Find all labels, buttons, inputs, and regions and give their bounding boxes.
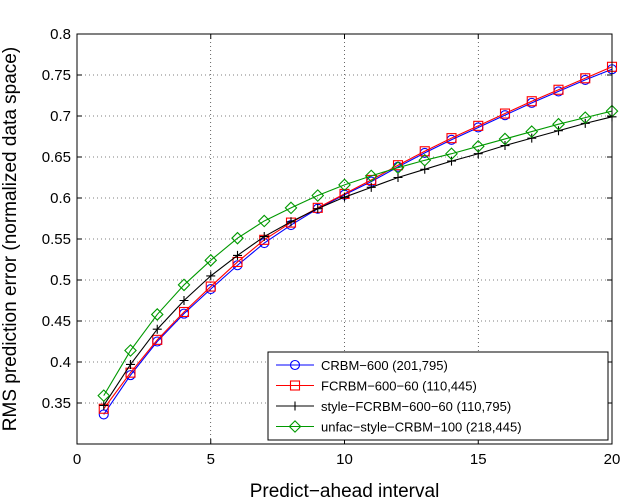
data-point	[126, 359, 135, 369]
data-point	[578, 111, 592, 125]
grid	[77, 34, 612, 444]
x-tick-label: 15	[470, 451, 487, 468]
data-point	[391, 161, 405, 175]
data-point	[473, 120, 484, 131]
series-layer	[97, 61, 619, 420]
data-point	[447, 156, 456, 166]
y-tick-label: 0.8	[50, 26, 71, 43]
y-tick-label: 0.45	[42, 313, 71, 330]
data-point	[206, 271, 216, 281]
y-tick-label: 0.4	[50, 354, 71, 371]
legend-label: unfac−style−CRBM−100 (218,445)	[321, 420, 522, 435]
data-point	[259, 232, 269, 242]
data-point	[284, 201, 298, 215]
data-point	[446, 133, 457, 144]
data-point	[152, 334, 163, 345]
x-tick-label: 20	[604, 451, 621, 468]
ticks: 0 5 10 15 20 0.35 0.4 0.45 0.5 0.55 0.6 0.65 0.7 0.75…	[42, 26, 621, 468]
data-point	[499, 108, 511, 119]
x-tick-label: 5	[207, 451, 215, 468]
legend-marker	[289, 380, 301, 391]
data-point	[313, 204, 323, 214]
legend-entry: style−FCRBM−600−60 (110,795)	[276, 399, 511, 414]
legend-box	[267, 351, 609, 441]
data-point	[498, 132, 512, 146]
data-point	[152, 324, 162, 334]
data-point	[526, 96, 537, 107]
data-point	[553, 84, 564, 95]
data-point	[150, 308, 164, 321]
legend-label: style−FCRBM−600−60 (110,795)	[321, 399, 511, 414]
data-point	[392, 160, 404, 171]
y-tick-label: 0.55	[42, 231, 71, 248]
data-point	[233, 250, 242, 260]
legend-entry: CRBM−600 (201,795)	[276, 358, 448, 373]
y-tick-label: 0.35	[42, 395, 71, 412]
data-point	[97, 389, 111, 403]
y-tick-label: 0.5	[50, 272, 71, 289]
data-point	[393, 173, 403, 182]
legend-marker	[288, 420, 302, 433]
data-point	[286, 217, 296, 227]
data-point	[418, 153, 432, 167]
data-point	[178, 306, 190, 318]
legend-entry: unfac−style−CRBM−100 (218,445)	[276, 420, 522, 435]
y-tick-label: 0.6	[50, 190, 71, 207]
data-point	[257, 214, 271, 228]
data-point	[364, 169, 378, 183]
data-point	[445, 147, 458, 161]
data-point	[338, 178, 351, 192]
data-point	[366, 182, 376, 192]
data-point	[500, 141, 510, 151]
data-point	[525, 125, 539, 138]
series-2	[99, 112, 617, 410]
x-tick-label: 10	[336, 451, 353, 468]
series-line	[103, 116, 613, 406]
data-point	[177, 278, 191, 292]
y-axis-title: RMS prediction error (normalized data sp…	[0, 47, 21, 431]
data-point	[473, 149, 483, 159]
data-point	[471, 139, 485, 153]
data-point	[204, 253, 218, 267]
y-tick-label: 0.65	[42, 149, 71, 166]
y-tick-label: 0.75	[42, 67, 71, 84]
y-tick-label: 0.7	[50, 108, 71, 125]
data-point	[205, 281, 216, 292]
data-point	[419, 146, 430, 157]
data-point	[311, 189, 325, 202]
legend-marker	[289, 359, 301, 371]
legend: CRBM−600 (201,795) FCRBM−600−60 (110,445)…	[267, 351, 609, 441]
data-point	[98, 409, 109, 420]
legend-entry: FCRBM−600−60 (110,445)	[276, 379, 477, 394]
data-point	[552, 117, 565, 131]
data-point	[179, 296, 189, 305]
data-point	[99, 400, 109, 410]
x-tick-label: 0	[73, 451, 81, 468]
data-point	[554, 126, 563, 136]
series-3	[97, 104, 619, 403]
data-point	[124, 344, 137, 357]
data-point	[580, 73, 591, 84]
data-point	[231, 231, 244, 245]
x-axis-title: Predict−ahead interval	[250, 481, 440, 500]
legend-label: CRBM−600 (201,795)	[321, 358, 448, 373]
data-point	[340, 192, 349, 202]
data-point	[527, 133, 537, 143]
legend-marker	[290, 401, 300, 411]
legend-label: FCRBM−600−60 (110,445)	[321, 379, 477, 394]
